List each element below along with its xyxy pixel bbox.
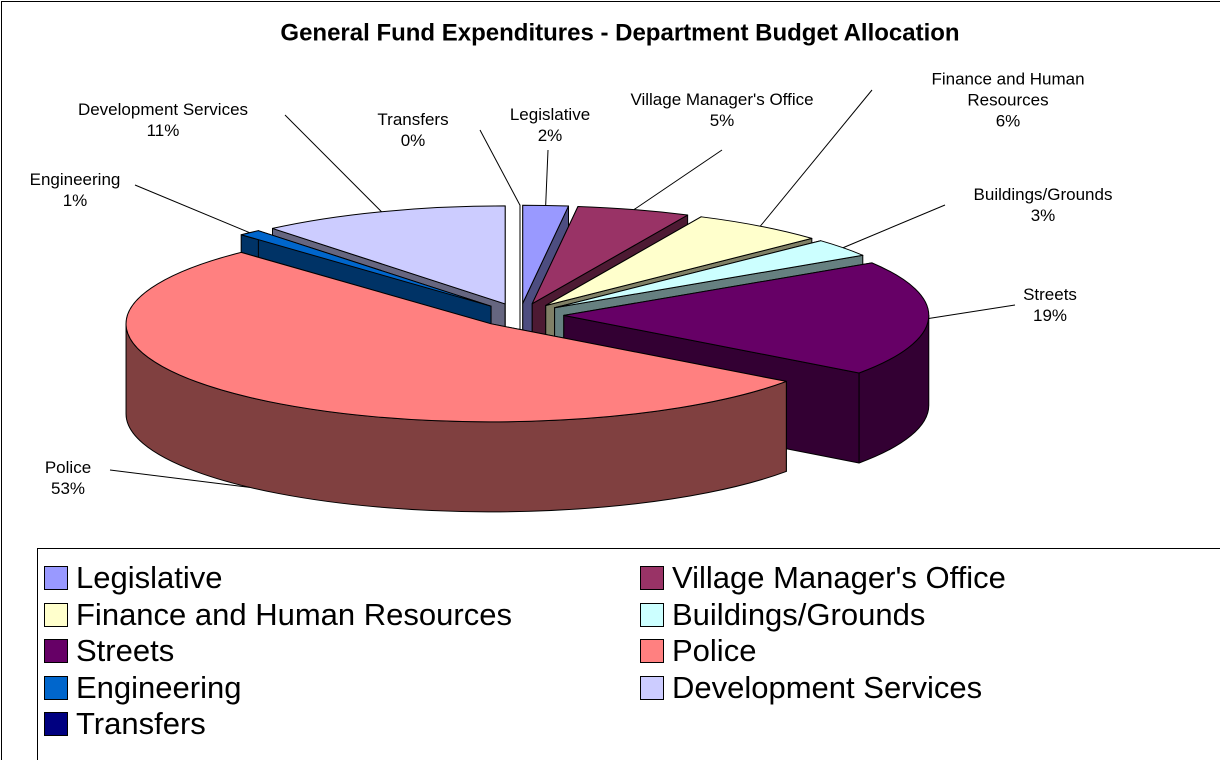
legend-item: Streets [44, 634, 174, 668]
data-label-value: 1% [62, 191, 88, 210]
legend-box [37, 548, 1220, 760]
legend-swatch [44, 602, 68, 627]
legend-label: Buildings/Grounds [672, 596, 926, 632]
leader-line [284, 114, 382, 213]
data-label: Streets 19% [950, 284, 1150, 326]
leader-line [759, 89, 873, 227]
legend-swatch [44, 675, 68, 700]
legend-item: Police [640, 634, 756, 668]
slice [240, 230, 492, 307]
legend-swatch [640, 566, 664, 590]
legend-swatch [640, 675, 664, 700]
leader-line [545, 149, 549, 206]
data-label: Engineering 1% [0, 169, 175, 211]
data-label-value: 53% [50, 479, 86, 498]
legend-label: Finance and Human Resources [76, 596, 512, 632]
data-label: Finance and Human Resources 6% [908, 69, 1108, 132]
data-label-name: Streets [1023, 285, 1077, 304]
leader-line [479, 129, 521, 206]
data-label: Village Manager's Office 5% [622, 89, 822, 131]
legend-label: Development Services [672, 669, 983, 705]
legend-label: Police [672, 633, 757, 668]
data-label: Development Services 11% [63, 99, 263, 141]
legend-label: Streets [76, 633, 175, 668]
data-label-name: Village Manager's Office [630, 90, 814, 109]
data-label: Buildings/Grounds 3% [943, 184, 1143, 226]
leader-line [842, 204, 946, 249]
legend-item: Transfers [44, 707, 206, 741]
data-label-name: Police [44, 458, 92, 477]
legend-swatch [640, 602, 664, 627]
legend-label: Transfers [76, 706, 206, 741]
legend-item: Legislative [44, 561, 222, 595]
data-label: Legislative 2% [450, 104, 650, 146]
legend-swatch [44, 566, 68, 590]
legend-item: Buildings/Grounds [640, 596, 926, 632]
data-label-name: Engineering [29, 170, 121, 189]
slice [545, 216, 813, 306]
legend-item: Engineering [44, 669, 242, 705]
leader-line [633, 149, 723, 211]
slice [125, 251, 787, 423]
legend-label: Legislative [76, 560, 223, 595]
data-label: Police 53% [0, 457, 168, 499]
data-label-value: 11% [146, 121, 180, 140]
legend-swatch [44, 712, 68, 736]
legend-label: Engineering [76, 669, 242, 705]
legend-item: Village Manager's Office [640, 561, 1006, 595]
data-label-name: Development Services [77, 100, 249, 119]
chart-title: General Fund Expenditures - Department B… [280, 19, 959, 46]
legend-item: Development Services [640, 669, 983, 705]
leader-line [134, 184, 250, 234]
legend-label: Village Manager's Office [672, 560, 1006, 595]
leader-line [109, 469, 250, 488]
data-label-name: Transfers [377, 110, 449, 129]
data-label-value: 2% [537, 126, 563, 145]
data-label-name: Finance and Human Resources [931, 69, 1085, 110]
data-label: Transfers 0% [313, 109, 513, 151]
data-label-value: 5% [709, 111, 735, 130]
data-label-name: Legislative [509, 105, 591, 124]
slice [531, 205, 689, 305]
legend-swatch [44, 639, 68, 663]
data-label-value: 0% [400, 131, 426, 150]
slice [554, 240, 864, 309]
leader-line [928, 304, 1016, 319]
legend-item: Finance and Human Resources [44, 596, 512, 632]
data-label-value: 19% [1032, 306, 1068, 325]
data-label-name: Buildings/Grounds [973, 185, 1113, 204]
data-label-value: 6% [995, 111, 1021, 131]
data-label-value: 3% [1030, 206, 1056, 225]
legend-swatch [640, 639, 664, 663]
